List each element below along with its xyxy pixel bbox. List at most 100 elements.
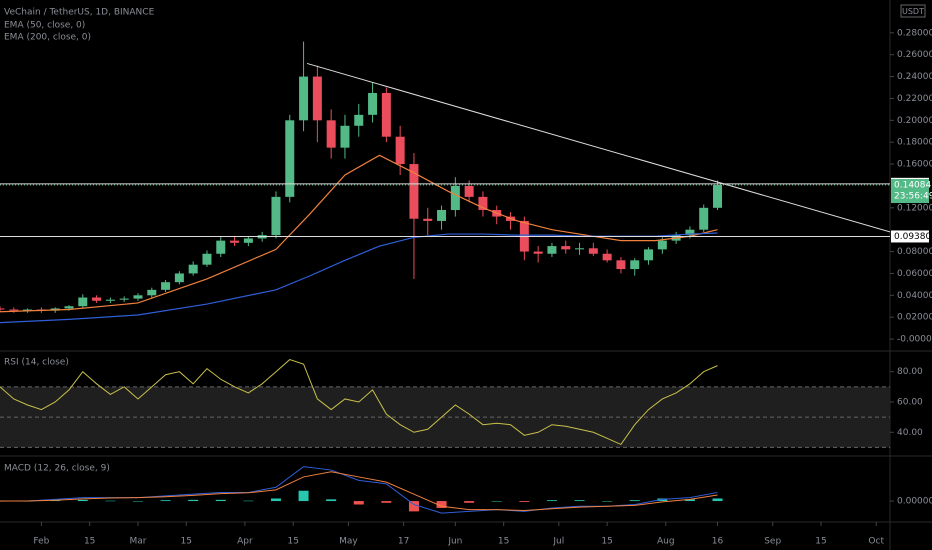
macd-histogram-bar (298, 490, 309, 502)
y-tick-label: 0.16000 (897, 160, 932, 170)
candle-body (561, 246, 571, 250)
candle-body (437, 210, 447, 221)
candle-body (299, 76, 309, 121)
candle-body (119, 298, 129, 300)
x-tick-label: May (339, 537, 358, 547)
x-tick-label: Sep (764, 537, 781, 547)
x-tick-label: Feb (33, 537, 49, 547)
macd-histogram-bar (132, 501, 143, 502)
candle-body (312, 76, 322, 121)
candle-body (340, 125, 350, 148)
legend-entry: EMA (50, close, 0) (4, 21, 85, 31)
x-tick-label: 17 (398, 537, 409, 547)
macd-histogram-bar (408, 501, 419, 512)
y-tick-label: 60.00 (897, 397, 923, 407)
macd-signal (0, 471, 718, 512)
chart-title: VeChain / TetherUS, 1D, BINANCE (4, 8, 155, 18)
price-label: 0.09380 (894, 232, 931, 242)
macd-histogram-bar (188, 499, 199, 502)
x-tick-label: 16 (712, 537, 724, 547)
macd-histogram-bar (326, 499, 337, 502)
candle-body (105, 299, 115, 301)
macd-histogram-bar (629, 500, 640, 502)
candle-body (243, 238, 253, 243)
macd-histogram-bar (270, 498, 281, 502)
x-tick-label: Apr (237, 537, 253, 547)
candle-body (409, 164, 419, 219)
candle-body (23, 309, 33, 311)
rsi-label: RSI (14, close) (4, 358, 69, 368)
last-price-label: 0.14084 (894, 181, 931, 191)
candle-body (713, 185, 723, 208)
candle-body (0, 308, 5, 310)
candle-body (464, 185, 474, 197)
y-tick-label: 0.20000 (897, 116, 932, 126)
macd-histogram-bar (519, 501, 530, 502)
candle-body (450, 185, 460, 210)
y-tick-label: 0.04000 (897, 291, 932, 301)
currency[interactable]: USDT (902, 7, 924, 16)
y-tick-label: 0.12000 (897, 203, 932, 213)
x-tick-label: Oct (868, 537, 884, 547)
y-tick-label: 80.00 (897, 367, 923, 377)
x-tick-label: Jul (552, 537, 564, 547)
candle-body (161, 282, 171, 290)
candle-body (630, 260, 640, 270)
x-tick-label: 15 (181, 537, 192, 547)
candle-body (230, 240, 240, 243)
y-tick-label: 0.26000 (897, 50, 932, 60)
price-label-box (891, 230, 929, 243)
candle-body (685, 229, 695, 236)
macd-histogram-bar (105, 500, 116, 502)
candle-body (354, 114, 364, 126)
macd-histogram-bar (77, 499, 88, 502)
x-tick-label: 15 (815, 537, 826, 547)
macd-histogram-bar (574, 500, 585, 502)
candle-body (381, 92, 391, 137)
candle-body (395, 136, 405, 165)
candle-body (64, 306, 74, 309)
y-tick-label: 0.02000 (897, 313, 932, 323)
rsi-line (0, 359, 718, 446)
macd-histogram-bar (491, 501, 502, 502)
x-tick-label: 15 (287, 537, 298, 547)
x-tick-label: Mar (129, 537, 146, 547)
candle-body (368, 92, 378, 115)
y-tick-label: 0.24000 (897, 72, 932, 82)
candle-body (533, 251, 543, 254)
macd-label: MACD (12, 26, close, 9) (4, 464, 110, 474)
macd-histogram-bar (712, 498, 723, 502)
trendline (306, 62, 891, 233)
x-tick-label: 15 (601, 537, 612, 547)
candle-body (78, 297, 88, 307)
candle-body (174, 273, 184, 283)
candle-body (285, 120, 295, 197)
candle-body (202, 253, 212, 265)
candle-body (478, 196, 488, 210)
x-tick-label: 15 (498, 537, 509, 547)
candle-body (188, 264, 198, 274)
candle-body (271, 196, 281, 236)
macd-histogram-bar (381, 501, 392, 503)
candle-body (9, 309, 19, 311)
y-tick-label: 0.22000 (897, 94, 932, 104)
y-tick-label: -0.00000 (897, 335, 932, 345)
macd-histogram-bar (353, 501, 364, 505)
candle-body (616, 260, 626, 270)
y-tick-label: 0.28000 (897, 28, 932, 38)
candle-body (326, 120, 336, 148)
y-tick-label: 0.00000 (897, 497, 932, 507)
x-tick-label: Jun (447, 537, 462, 547)
macd-histogram-bar (215, 499, 226, 502)
candle-body (644, 249, 654, 261)
macd-histogram-bar (464, 501, 475, 503)
candle-body (216, 240, 226, 254)
candle-body (423, 218, 433, 221)
ema-line (0, 154, 718, 313)
countdown: 23:56:49 (894, 192, 932, 202)
candle-body (575, 248, 585, 250)
currency-box[interactable] (900, 4, 926, 18)
candle-body (657, 240, 667, 250)
